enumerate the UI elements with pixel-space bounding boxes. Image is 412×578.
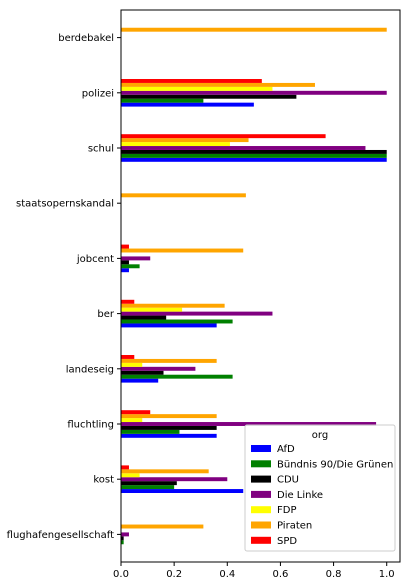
legend-items: AfD Bündnis 90/Die Grünen CDU Die Linke FDP P… [251,444,393,547]
bar-ber-b-ndnis-90-die-gr-nen [121,319,233,324]
legend-title: org [312,430,328,441]
y-tick-label: berdebakel [58,33,114,44]
bar-flughafengesellschaft-die-linke [121,532,129,537]
bar-kost-spd [121,465,129,470]
bar-ber-afd [121,323,217,328]
bar-jobcent-cdu [121,260,129,265]
legend-label: CDU [277,475,299,486]
y-tick-label: fluchtling [67,420,114,431]
bar-flughafengesellschaft-b-ndnis-90-die-gr-nen [121,540,124,545]
bar-flughafengesellschaft-piraten [121,524,204,529]
legend-label: Die Linke [277,490,323,501]
y-tick-label: polizei [82,88,114,99]
bar-kost-b-ndnis-90-die-gr-nen [121,485,175,490]
bar-fluchtling-afd [121,433,217,438]
y-tick-label: ber [97,309,115,320]
bar-jobcent-spd [121,244,129,249]
bar-schul-b-ndnis-90-die-gr-nen [121,153,387,158]
y-tick-label: schul [88,144,114,155]
bar-polizei-b-ndnis-90-die-gr-nen [121,98,204,103]
bar-fluchtling-cdu [121,425,217,430]
bar-berdebakel-piraten [121,27,387,32]
legend-swatch [251,475,271,483]
bar-schul-cdu [121,149,387,154]
bar-kost-piraten [121,469,209,474]
legend-swatch [251,490,271,498]
legend-swatch [251,445,271,452]
bars-group [121,27,387,545]
x-tick-label: 0.8 [326,569,342,578]
bar-polizei-die-linke [121,90,387,95]
plot-area-frame [120,9,401,563]
bar-jobcent-afd [121,268,129,273]
bar-fluchtling-b-ndnis-90-die-gr-nen [121,429,180,434]
bar-polizei-spd [121,79,262,83]
legend-label: Piraten [277,521,312,532]
x-axis-ticks: 0.0 0.2 0.4 0.6 0.8 1.0 [113,562,395,578]
legend-label: Bündnis 90/Die Grünen [277,459,393,470]
y-tick-label: staatsopernskandal [16,199,114,210]
bar-kost-cdu [121,481,177,486]
bar-fluchtling-spd [121,410,151,415]
x-tick-label: 1.0 [379,569,395,578]
bar-jobcent-b-ndnis-90-die-gr-nen [121,264,140,269]
legend-swatch [251,460,271,468]
bar-schul-fdp [121,142,230,147]
bar-landeseig-cdu [121,370,164,375]
x-tick-label: 0.6 [272,569,288,578]
x-tick-label: 0.0 [113,569,129,578]
bar-kost-afd [121,489,244,493]
bar-polizei-piraten [121,82,315,87]
bar-jobcent-piraten [121,248,244,253]
y-tick-label: jobcent [76,254,114,265]
legend-swatch [251,521,271,529]
bar-fluchtling-fdp [121,418,143,423]
bar-polizei-fdp [121,86,273,91]
bar-kost-die-linke [121,477,228,482]
bar-polizei-afd [121,102,254,107]
bar-jobcent-die-linke [121,256,151,261]
bar-ber-die-linke [121,311,273,316]
y-tick-label: flughafengesellschaft [7,530,114,541]
bar-landeseig-fdp [121,362,143,367]
y-tick-label: kost [93,475,114,486]
bar-landeseig-spd [121,355,135,359]
bar-fluchtling-die-linke [121,422,377,426]
bar-staatsopernskandal-piraten [121,193,246,198]
bar-kost-fdp [121,473,140,478]
bar-landeseig-b-ndnis-90-die-gr-nen [121,374,233,379]
bar-fluchtling-piraten [121,414,217,419]
bar-schul-die-linke [121,146,366,150]
bar-flughafengesellschaft-cdu [121,536,124,541]
bar-polizei-cdu [121,94,297,99]
legend-label: SPD [277,536,297,547]
legend: org AfD Bündnis 90/Die Grünen CDU Die Linke… [244,424,396,552]
bar-ber-fdp [121,307,183,312]
legend-label: AfD [277,444,295,455]
legend-label: FDP [277,505,296,516]
legend-swatch [251,506,271,514]
y-tick-label: landeseig [66,364,114,375]
bar-schul-afd [121,157,387,162]
y-axis-ticks: berdebakel polizei schul staatsopernskandal… [7,33,121,541]
bar-landeseig-piraten [121,358,217,363]
bar-ber-cdu [121,315,167,320]
legend-box [244,424,396,552]
x-tick-label: 0.4 [219,569,235,578]
bar-schul-spd [121,134,326,139]
legend-swatch [251,536,271,544]
bar-landeseig-die-linke [121,366,196,371]
x-tick-label: 0.2 [166,569,182,578]
bar-schul-piraten [121,138,249,143]
bar-ber-piraten [121,303,225,308]
bar-ber-spd [121,299,135,304]
bar-landeseig-afd [121,378,159,383]
